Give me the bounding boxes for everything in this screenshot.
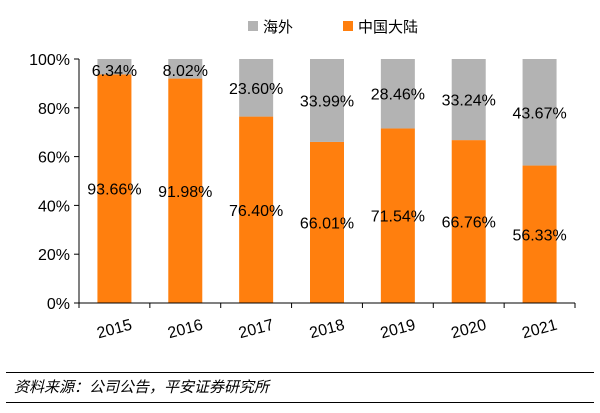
bar-mainland [310, 141, 344, 303]
y-tick-label: 100% [29, 52, 70, 69]
data-label-overseas: 43.67% [512, 105, 566, 122]
stacked-percent-bar-chart: 海外 中国大陆 0% 20% 40% 60% 80% 100% 93.66% 6.34% 91.… [29, 18, 576, 343]
top-rule [6, 372, 594, 373]
x-tick-label: 2017 [237, 317, 276, 343]
y-tick-label: 80% [38, 101, 70, 118]
bottom-rule [6, 402, 594, 403]
y-axis: 0% 20% 40% 60% 80% 100% [29, 52, 80, 313]
y-tick-label: 0% [47, 296, 70, 313]
legend-swatch-overseas [248, 21, 258, 31]
legend: 海外 中国大陆 [248, 18, 418, 36]
data-label-overseas: 8.02% [163, 63, 208, 80]
bar-mainland [451, 140, 486, 303]
data-label-mainland: 91.98% [158, 184, 212, 201]
legend-swatch-mainland [343, 21, 353, 31]
data-label-overseas: 28.46% [371, 87, 425, 104]
data-label-mainland: 71.54% [371, 209, 425, 226]
source-note: 资料来源：公司公告，平安证券研究所 [14, 378, 270, 396]
data-label-mainland: 66.76% [442, 215, 496, 232]
y-tick-label: 60% [38, 150, 70, 167]
y-tick-label: 20% [38, 247, 70, 264]
x-tick-label: 2015 [95, 317, 134, 343]
x-axis: 2015 2016 2017 2018 2019 2020 2021 [78, 302, 576, 343]
data-label-overseas: 6.34% [92, 63, 137, 80]
bar-overseas [310, 59, 344, 142]
x-tick-label: 2020 [449, 317, 488, 343]
data-label-mainland: 93.66% [87, 182, 141, 199]
legend-label-mainland: 中国大陆 [358, 18, 418, 36]
bar-mainland [522, 165, 557, 303]
y-tick-label: 40% [38, 198, 70, 215]
bar-overseas [451, 59, 486, 141]
data-label-overseas: 33.24% [442, 93, 496, 110]
bar-mainland [168, 78, 203, 303]
bar-mainland [380, 128, 415, 303]
x-tick-label: 2021 [520, 317, 559, 343]
bar-overseas [97, 59, 132, 75]
legend-label-overseas: 海外 [263, 18, 293, 36]
x-tick-label: 2019 [379, 317, 418, 343]
bar-mainland [239, 116, 274, 303]
data-label-mainland: 56.33% [512, 227, 566, 244]
data-label-overseas: 23.60% [229, 81, 283, 98]
bar-overseas [239, 59, 274, 117]
bar-overseas [380, 59, 415, 129]
bar-mainland [97, 74, 132, 303]
data-label-overseas: 33.99% [300, 93, 354, 110]
x-tick-label: 2018 [308, 317, 347, 343]
bar-overseas [168, 59, 203, 79]
bars: 93.66% 6.34% 91.98% 8.02% 76.40% 23.60% 66.01%… [87, 59, 567, 303]
data-label-mainland: 66.01% [300, 215, 354, 232]
data-label-mainland: 76.40% [229, 203, 283, 220]
bar-overseas [522, 59, 557, 166]
x-tick-label: 2016 [166, 317, 205, 343]
